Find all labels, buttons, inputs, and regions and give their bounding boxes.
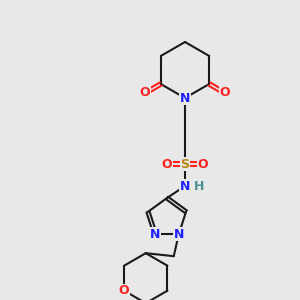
Text: H: H [194,179,204,193]
Text: O: O [140,86,151,100]
Text: O: O [220,86,230,100]
Text: O: O [119,284,129,297]
Text: N: N [180,179,190,193]
Text: O: O [162,158,172,170]
Text: N: N [174,228,184,241]
Text: N: N [150,228,160,241]
Text: O: O [198,158,208,170]
Text: S: S [181,158,190,170]
Text: N: N [180,92,190,104]
